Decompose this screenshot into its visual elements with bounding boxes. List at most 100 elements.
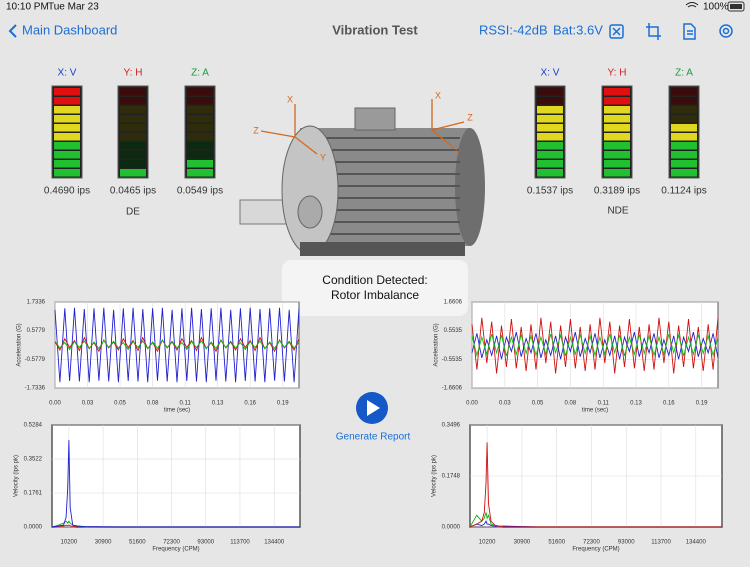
status-battery: 100% <box>703 2 729 13</box>
y-tick-label: 0.3522 <box>24 457 43 463</box>
meter-segment <box>120 160 146 168</box>
series-line <box>469 442 722 528</box>
axis-label: X <box>287 94 293 104</box>
meter-segment <box>537 151 563 159</box>
x-tick-label: 51600 <box>548 540 565 546</box>
meter-value: 0.4690 ips <box>44 186 90 197</box>
meter-segment <box>187 160 213 168</box>
x-tick-label: 134400 <box>686 540 707 546</box>
meter-segment <box>604 142 630 150</box>
crop-icon[interactable] <box>646 23 661 40</box>
axis-label: Y <box>455 147 461 157</box>
x-tick-label: 30900 <box>95 540 112 546</box>
meter-segment <box>54 106 80 114</box>
y-tick-label: 1.7336 <box>27 300 46 306</box>
meter-segment <box>54 133 80 141</box>
meter-segment <box>671 142 697 150</box>
meter-segment <box>671 160 697 168</box>
x-tick-label: 10200 <box>61 540 78 546</box>
x-tick-label: 0.08 <box>147 401 159 407</box>
meter-segment <box>120 151 146 159</box>
x-tick-label: 113700 <box>230 540 250 546</box>
meter-segment <box>54 169 80 177</box>
axis-label: X <box>435 90 441 100</box>
meter-segment <box>120 169 146 177</box>
meter-axis-label: Z: A <box>191 68 209 79</box>
meter-segment <box>120 88 146 96</box>
group-label: DE <box>126 207 140 218</box>
meter-segment <box>120 97 146 105</box>
y-axis-label: Velocity (ips pk) <box>432 455 438 497</box>
meter-value: 0.0549 ips <box>177 186 223 197</box>
battery-fill <box>730 4 742 9</box>
meter-segment <box>537 106 563 114</box>
x-tick-label: 0.19 <box>277 401 289 407</box>
meter-segment <box>604 133 630 141</box>
close-icon[interactable] <box>609 24 624 39</box>
x-tick-label: 0.05 <box>532 401 544 407</box>
motor-image <box>239 107 485 256</box>
y-tick-label: -0.5779 <box>25 357 46 363</box>
x-tick-label: 0.03 <box>499 401 511 407</box>
x-tick-label: 0.13 <box>630 401 642 407</box>
x-tick-label: 93000 <box>618 540 635 546</box>
status-date: Tue Mar 23 <box>48 2 99 13</box>
y-tick-label: 0.5779 <box>27 328 46 334</box>
status-time: 10:10 PM <box>6 2 49 13</box>
document-icon[interactable] <box>683 23 696 40</box>
meter-segment <box>604 169 630 177</box>
meter-segment <box>604 97 630 105</box>
meter-segment <box>54 142 80 150</box>
x-tick-label: 93000 <box>197 540 214 546</box>
meter-axis-label: Z: A <box>675 68 693 79</box>
meter-segment <box>537 169 563 177</box>
meter-segment <box>537 115 563 123</box>
meter-value: 0.1124 ips <box>661 186 706 197</box>
meter-segment <box>604 151 630 159</box>
meter-segment <box>187 169 213 177</box>
y-tick-label: 0.5284 <box>24 423 43 429</box>
x-tick-label: 0.00 <box>49 401 61 407</box>
series-line <box>51 440 300 528</box>
meter-segment <box>671 133 697 141</box>
meter-segment <box>187 133 213 141</box>
x-tick-label: 0.13 <box>212 401 224 407</box>
series-line <box>54 339 300 351</box>
meter-axis-label: X: V <box>58 68 77 79</box>
back-chevron[interactable] <box>8 24 17 38</box>
meter-segment <box>537 142 563 150</box>
y-axis-label: Acceleration (G) <box>434 323 440 366</box>
meter-segment <box>671 124 697 132</box>
y-tick-label: 1.6606 <box>444 300 463 306</box>
settings-icon[interactable] <box>719 24 733 38</box>
x-tick-label: 72300 <box>163 540 180 546</box>
meter-segment <box>537 88 563 96</box>
x-tick-label: 0.05 <box>114 401 126 407</box>
settings-icon-center <box>722 27 730 35</box>
x-tick-label: 0.16 <box>244 401 256 407</box>
meter-segment <box>604 160 630 168</box>
motor-rear <box>455 128 485 246</box>
popup-title: Condition Detected: <box>322 273 427 287</box>
meter-segment <box>120 106 146 114</box>
meter-segment <box>187 97 213 105</box>
motor-feet <box>300 242 465 256</box>
meter-segment <box>54 124 80 132</box>
plot-area <box>51 424 301 528</box>
meter-segment <box>187 106 213 114</box>
y-tick-label: 0.0000 <box>442 525 461 531</box>
meter-value: 0.1537 ips <box>527 186 573 197</box>
back-button[interactable]: Main Dashboard <box>22 22 117 37</box>
x-tick-label: 113700 <box>651 540 671 546</box>
x-tick-label: 0.11 <box>598 401 610 407</box>
nav-title: Vibration Test <box>332 22 418 37</box>
meter-segment <box>54 151 80 159</box>
x-tick-label: 51600 <box>129 540 146 546</box>
meter-segment <box>604 106 630 114</box>
meter-segment <box>54 160 80 168</box>
generate-report[interactable]: Generate Report <box>336 432 411 443</box>
x-tick-label: 0.19 <box>696 401 708 407</box>
meter-segment <box>537 124 563 132</box>
x-axis-label: time (sec) <box>582 408 608 414</box>
